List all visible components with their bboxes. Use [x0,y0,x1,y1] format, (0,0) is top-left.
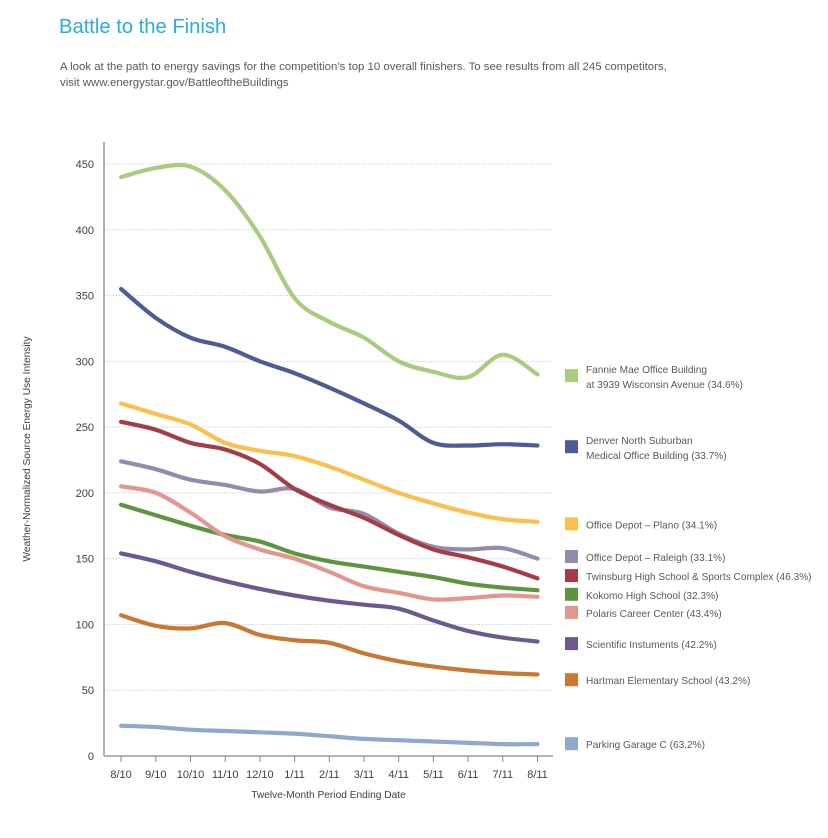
svg-text:at 3939 Wisconsin Avenue (34.6: at 3939 Wisconsin Avenue (34.6%) [586,380,743,391]
svg-text:10/10: 10/10 [177,769,205,781]
svg-text:8/11: 8/11 [527,769,548,781]
svg-text:Polaris Career Center (43.4%): Polaris Career Center (43.4%) [586,609,722,620]
svg-text:5/11: 5/11 [423,769,444,781]
svg-text:350: 350 [76,291,94,303]
svg-text:250: 250 [76,422,94,434]
svg-text:7/11: 7/11 [493,769,514,781]
svg-text:Twelve-Month Period Ending Dat: Twelve-Month Period Ending Date [251,790,406,801]
svg-text:11/10: 11/10 [212,769,239,781]
svg-text:Office Depot – Raleigh (33.1%): Office Depot – Raleigh (33.1%) [586,553,726,564]
svg-text:Twinsburg High School & Sports: Twinsburg High School & Sports Complex (… [586,572,812,583]
svg-text:8/10: 8/10 [110,769,131,781]
svg-text:Denver North Suburban: Denver North Suburban [586,436,693,447]
svg-text:200: 200 [76,488,94,500]
svg-text:Hartman Elementary School (43.: Hartman Elementary School (43.2%) [586,676,750,687]
svg-text:3/11: 3/11 [354,769,375,781]
svg-text:1/11: 1/11 [284,769,305,781]
svg-text:300: 300 [76,356,94,368]
svg-text:Parking Garage C (63.2%): Parking Garage C (63.2%) [586,740,705,751]
svg-text:9/10: 9/10 [145,769,166,781]
svg-text:0: 0 [88,751,94,763]
svg-text:450: 450 [76,159,94,171]
svg-text:Weather-Normalized Source Ener: Weather-Normalized Source Energy Use Int… [22,336,33,562]
svg-text:Kokomo High School (32.3%): Kokomo High School (32.3%) [586,591,718,602]
svg-text:6/11: 6/11 [458,769,479,781]
svg-text:4/11: 4/11 [388,769,409,781]
svg-text:100: 100 [76,619,94,631]
svg-text:50: 50 [82,685,94,697]
svg-text:12/10: 12/10 [246,769,274,781]
svg-text:2/11: 2/11 [319,769,340,781]
svg-text:400: 400 [76,225,94,237]
svg-text:Office Depot – Plano (34.1%): Office Depot – Plano (34.1%) [586,520,717,531]
svg-text:Medical Office Building (33.7%: Medical Office Building (33.7%) [586,451,727,462]
svg-text:Fannie Mae Office Building: Fannie Mae Office Building [586,365,707,376]
svg-text:Scientific Instuments (42.2%): Scientific Instuments (42.2%) [586,640,717,651]
svg-text:150: 150 [76,554,94,566]
